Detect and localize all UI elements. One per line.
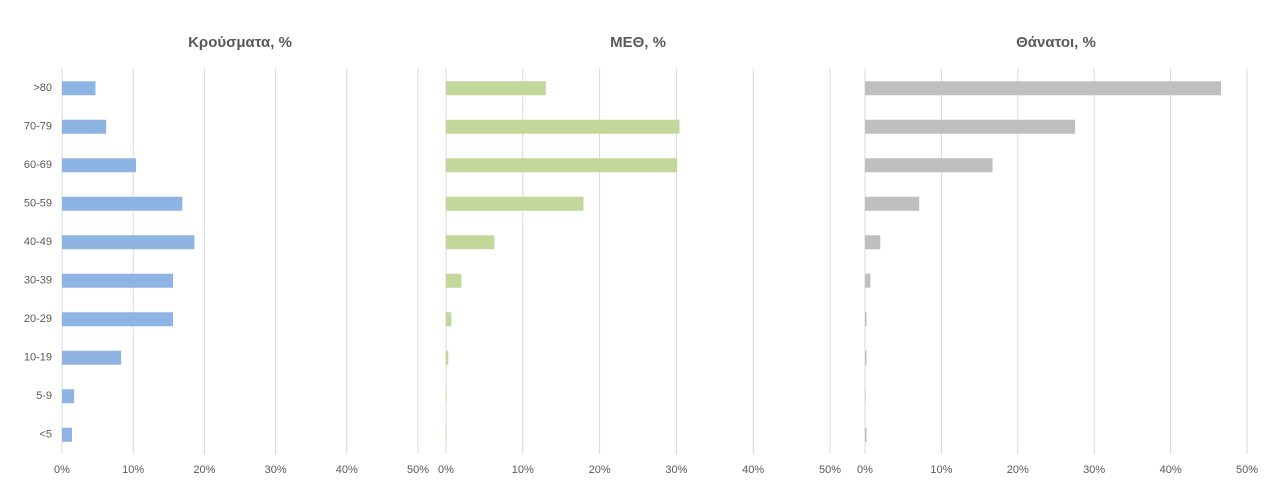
x-tick-label: 10%: [512, 464, 534, 476]
bar: [446, 158, 678, 173]
y-tick-label: 30-39: [24, 275, 52, 287]
x-tick-label: 10%: [122, 464, 144, 476]
y-tick-label: 70-79: [24, 121, 52, 133]
x-tick-label: 20%: [589, 464, 611, 476]
x-tick-label: 20%: [193, 464, 215, 476]
chart-title: Κρούσματα, %: [188, 34, 292, 51]
y-tick-label: >80: [33, 82, 52, 94]
x-tick-label: 30%: [665, 464, 687, 476]
bar: [446, 427, 447, 442]
bar: [62, 312, 174, 327]
bar: [446, 389, 447, 404]
bar: [62, 235, 195, 250]
y-tick-label: 5-9: [36, 390, 52, 402]
bar: [446, 312, 452, 327]
y-tick-label: 20-29: [24, 313, 52, 325]
x-tick-label: 50%: [819, 464, 841, 476]
bar: [865, 389, 866, 404]
y-tick-label: 50-59: [24, 198, 52, 210]
bar: [865, 350, 867, 365]
x-tick-label: 10%: [930, 464, 952, 476]
bar: [446, 273, 462, 288]
bar: [865, 196, 920, 211]
bar: [865, 158, 993, 173]
bar: [62, 350, 122, 365]
bar: [62, 81, 96, 96]
bar: [446, 196, 584, 211]
y-tick-label: 40-49: [24, 236, 52, 248]
bar: [62, 158, 137, 173]
x-tick-label: 20%: [1007, 464, 1029, 476]
x-tick-label: 50%: [407, 464, 429, 476]
y-tick-label: 10-19: [24, 352, 52, 364]
x-tick-label: 40%: [742, 464, 764, 476]
chart-title: ΜΕΘ, %: [610, 34, 666, 51]
bar: [865, 235, 881, 250]
bar: [62, 427, 72, 442]
bar: [865, 427, 867, 442]
x-tick-label: 0%: [438, 464, 454, 476]
x-tick-label: 40%: [1160, 464, 1182, 476]
y-tick-label: 60-69: [24, 159, 52, 171]
bar: [62, 119, 107, 134]
x-tick-label: 40%: [336, 464, 358, 476]
bar: [446, 235, 495, 250]
x-tick-label: 0%: [857, 464, 873, 476]
bar: [865, 273, 871, 288]
bar: [446, 81, 546, 96]
x-tick-label: 30%: [1083, 464, 1105, 476]
x-tick-label: 0%: [54, 464, 70, 476]
bar: [62, 273, 174, 288]
bar: [865, 119, 1076, 134]
x-tick-label: 50%: [1236, 464, 1258, 476]
x-tick-label: 30%: [265, 464, 287, 476]
bar: [446, 350, 449, 365]
bar: [62, 196, 183, 211]
bar: [446, 119, 680, 134]
chart-title: Θάνατοι, %: [1016, 34, 1096, 51]
bar: [865, 81, 1222, 96]
y-tick-label: <5: [39, 429, 52, 441]
bar: [865, 312, 867, 327]
bar: [62, 389, 75, 404]
